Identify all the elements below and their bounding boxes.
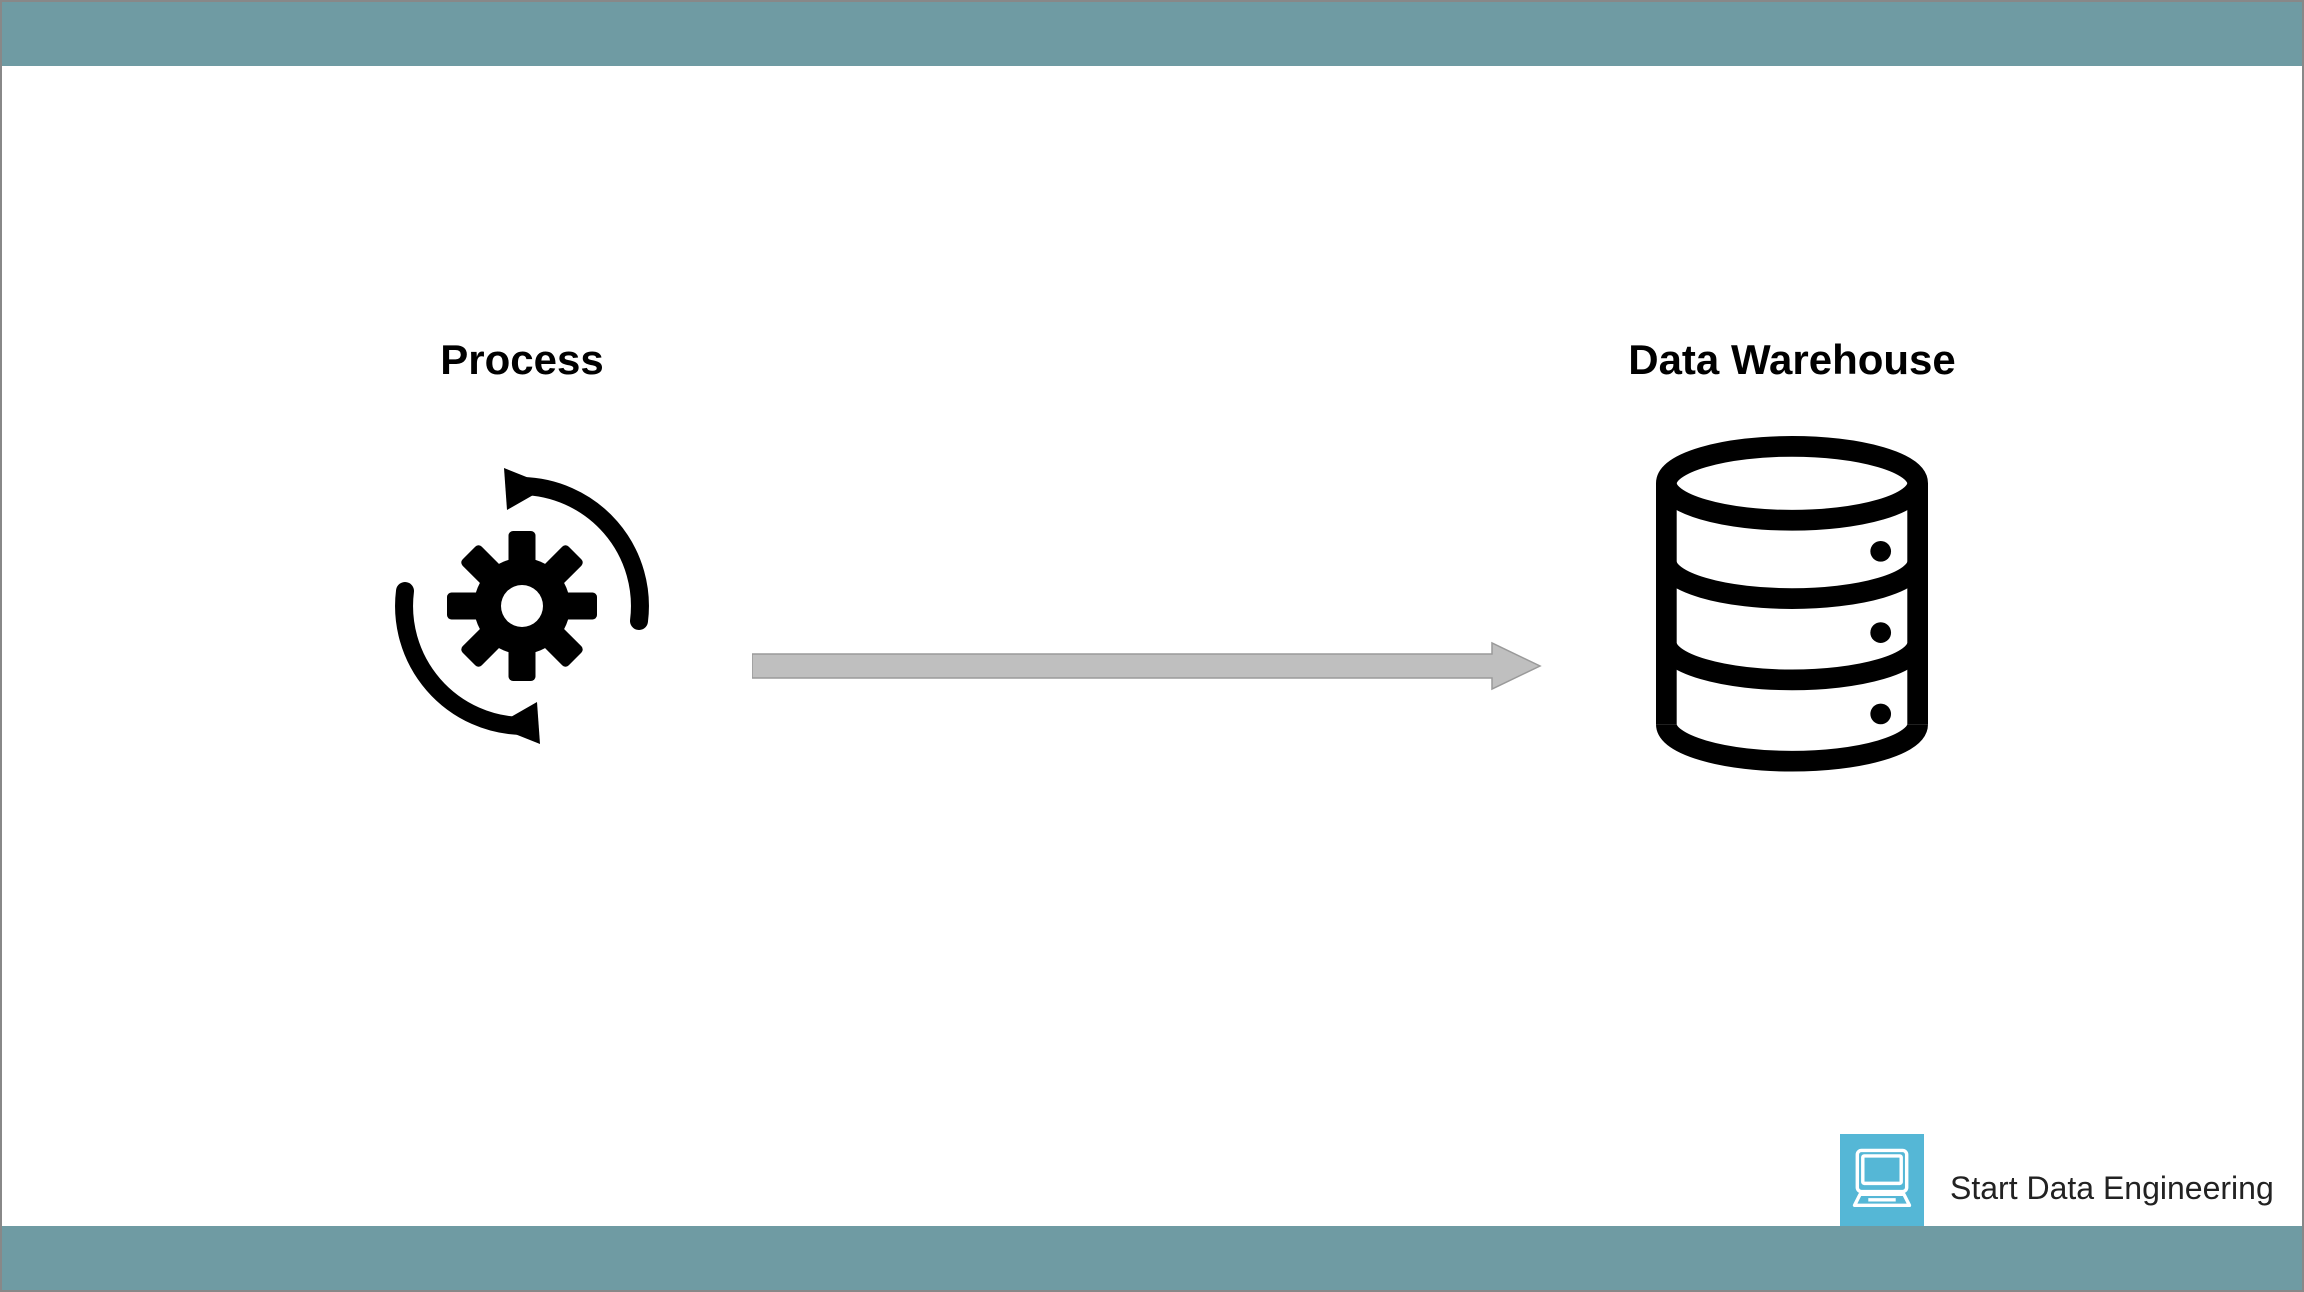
footer-logo <box>1840 1134 1924 1230</box>
bottom-bar <box>2 1226 2302 1290</box>
top-bar <box>2 2 2302 66</box>
flow-arrow <box>752 641 1542 691</box>
gear-refresh-icon <box>372 456 672 756</box>
database-icon <box>1642 436 1942 776</box>
footer-text: Start Data Engineering <box>1950 1170 2274 1207</box>
process-label: Process <box>322 336 722 384</box>
warehouse-label: Data Warehouse <box>1592 336 1992 384</box>
diagram-canvas: Process <box>2 66 2302 1226</box>
